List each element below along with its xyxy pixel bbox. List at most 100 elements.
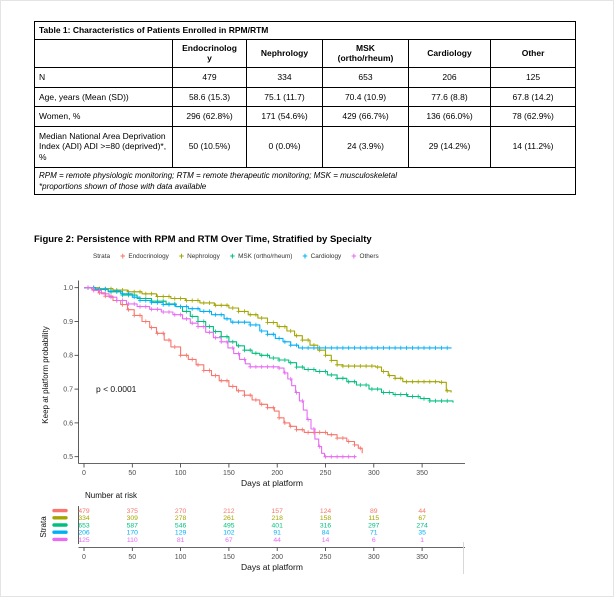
y-tick-label: 1.0 bbox=[63, 285, 73, 292]
y-tick-label: 0.8 bbox=[63, 353, 73, 360]
risk-count: 124 bbox=[320, 508, 332, 515]
legend-item-endocrinology: + Endocrinology bbox=[120, 251, 169, 261]
risk-count: 115 bbox=[368, 515, 379, 522]
risk-count: 35 bbox=[418, 530, 426, 537]
risk-count: 316 bbox=[320, 522, 332, 529]
legend-item-nephrology: + Nephrology bbox=[178, 251, 220, 261]
x-tick-label: 50 bbox=[128, 470, 136, 477]
y-tick-label: 0.6 bbox=[63, 420, 73, 427]
table-row: Women, % 296 (62.8%) 171 (54.6%) 429 (66.7%… bbox=[34, 106, 577, 127]
risk-count: 158 bbox=[320, 515, 332, 522]
risk-count: 274 bbox=[416, 522, 428, 529]
legend-label: Endocrinology bbox=[128, 253, 169, 260]
cell-value: 78 (62.9%) bbox=[489, 106, 577, 127]
x-tick-label: 150 bbox=[223, 470, 235, 477]
column-header bbox=[34, 38, 173, 68]
number-at-risk-title: Number at risk bbox=[85, 491, 138, 500]
censor-plus-icon: + bbox=[229, 251, 236, 261]
risk-count: 67 bbox=[418, 515, 426, 522]
risk-x-tick-label: 150 bbox=[223, 554, 235, 561]
cell-value: 206 bbox=[408, 66, 491, 88]
censor-plus-icon: + bbox=[120, 251, 126, 261]
risk-count: 309 bbox=[127, 515, 139, 522]
risk-count: 546 bbox=[175, 522, 187, 529]
table-footnote: RPM = remote physiologic monitoring; RTM… bbox=[33, 166, 577, 196]
cell-value: 479 bbox=[172, 66, 247, 88]
risk-count: 110 bbox=[127, 537, 138, 544]
legend-item-others: + Others bbox=[351, 251, 379, 261]
y-tick-label: 0.9 bbox=[63, 319, 73, 326]
row-label: Age, years (Mean (SD)) bbox=[34, 86, 173, 108]
censor-plus-icon: + bbox=[302, 251, 308, 261]
risk-count: 375 bbox=[127, 508, 139, 515]
risk-count: 71 bbox=[370, 530, 378, 537]
cell-value: 171 (54.6%) bbox=[246, 106, 323, 127]
risk-count: 479 bbox=[78, 508, 90, 515]
row-label: Women, % bbox=[34, 106, 173, 127]
risk-count: 14 bbox=[322, 537, 330, 544]
y-tick-label: 0.7 bbox=[63, 387, 73, 394]
risk-count: 218 bbox=[272, 515, 284, 522]
cell-value: 50 (10.5%) bbox=[172, 125, 247, 168]
risk-x-tick-label: 250 bbox=[320, 554, 332, 561]
risk-count: 129 bbox=[175, 530, 187, 537]
cell-value: 29 (14.2%) bbox=[408, 125, 491, 168]
risk-count: 44 bbox=[418, 508, 426, 515]
risk-count: 84 bbox=[322, 530, 330, 537]
legend-item-msk-ortho-rheum: + MSK (ortho/rheum) bbox=[229, 251, 293, 261]
footnote-line: RPM = remote physiologic monitoring; RTM… bbox=[39, 170, 398, 180]
risk-count: 89 bbox=[370, 508, 378, 515]
patient-characteristics-table: Table 1: Characteristics of Patients Enr… bbox=[33, 21, 577, 196]
column-header: MSK (ortho/rheum) bbox=[322, 38, 409, 68]
risk-x-tick-label: 0 bbox=[82, 554, 86, 561]
table-title: Table 1: Characteristics of Patients Enr… bbox=[33, 21, 577, 40]
km-curve-endocrinology bbox=[84, 287, 363, 454]
column-header: Other bbox=[489, 38, 577, 68]
cell-value: 67.8 (14.2) bbox=[489, 86, 577, 108]
censor-marks-msk-ortho-rheum bbox=[85, 285, 450, 403]
risk-count: 297 bbox=[368, 522, 380, 529]
legend-item-cardiology: + Cardiology bbox=[302, 251, 341, 261]
risk-count: 1 bbox=[420, 537, 424, 544]
table-header-row: Endocrinolog y Nephrology MSK (ortho/rheum… bbox=[34, 38, 577, 68]
censor-plus-icon: + bbox=[351, 251, 357, 261]
cell-value: 58.6 (15.3) bbox=[172, 86, 247, 108]
figure-title: Figure 2: Persistence with RPM and RTM O… bbox=[34, 234, 372, 245]
risk-count: 401 bbox=[272, 522, 284, 529]
risk-x-tick-label: 300 bbox=[368, 554, 380, 561]
risk-count: 67 bbox=[225, 537, 233, 544]
risk-count: 653 bbox=[78, 522, 90, 529]
cell-value: 334 bbox=[246, 66, 323, 88]
cell-value: 0 (0.0%) bbox=[246, 125, 323, 168]
column-header: Endocrinolog y bbox=[172, 38, 247, 68]
number-at-risk-svg: Strata 479 375 270 212 157 124 89 44 334 309 278 261… bbox=[39, 506, 465, 572]
risk-count: 495 bbox=[223, 522, 235, 529]
y-axis-title: Keep at platform probability bbox=[41, 326, 50, 423]
x-tick-label: 250 bbox=[320, 470, 332, 477]
risk-count: 157 bbox=[272, 508, 284, 515]
strata-axis-title: Strata bbox=[39, 516, 48, 538]
x-tick-label: 0 bbox=[82, 470, 86, 477]
censor-marks-others bbox=[85, 285, 357, 459]
x-tick-label: 350 bbox=[416, 470, 428, 477]
legend-label: Others bbox=[359, 253, 379, 260]
risk-count: 44 bbox=[273, 537, 281, 544]
censor-plus-icon: + bbox=[178, 251, 185, 261]
risk-count: 212 bbox=[223, 508, 235, 515]
footnote-line: *proportions shown of those with data av… bbox=[39, 181, 207, 191]
table-row: Age, years (Mean (SD)) 58.6 (15.3) 75.1 (1… bbox=[34, 86, 577, 108]
risk-count: 170 bbox=[127, 530, 139, 537]
risk-x-tick-label: 100 bbox=[175, 554, 187, 561]
legend-title: Strata bbox=[93, 253, 111, 260]
risk-count: 81 bbox=[177, 537, 185, 544]
y-tick-label: 0.5 bbox=[63, 454, 73, 461]
legend-label: MSK (ortho/rheum) bbox=[238, 253, 293, 260]
column-header: Nephrology bbox=[246, 38, 323, 68]
row-label: Median National Area Deprivation Index (… bbox=[34, 125, 173, 168]
table-row: Median National Area Deprivation Index (… bbox=[34, 125, 577, 168]
risk-count: 102 bbox=[223, 530, 235, 537]
km-curve-nephrology bbox=[84, 287, 452, 393]
table-row: N 479 334 653 206 125 bbox=[34, 66, 577, 88]
row-label: N bbox=[34, 66, 173, 88]
